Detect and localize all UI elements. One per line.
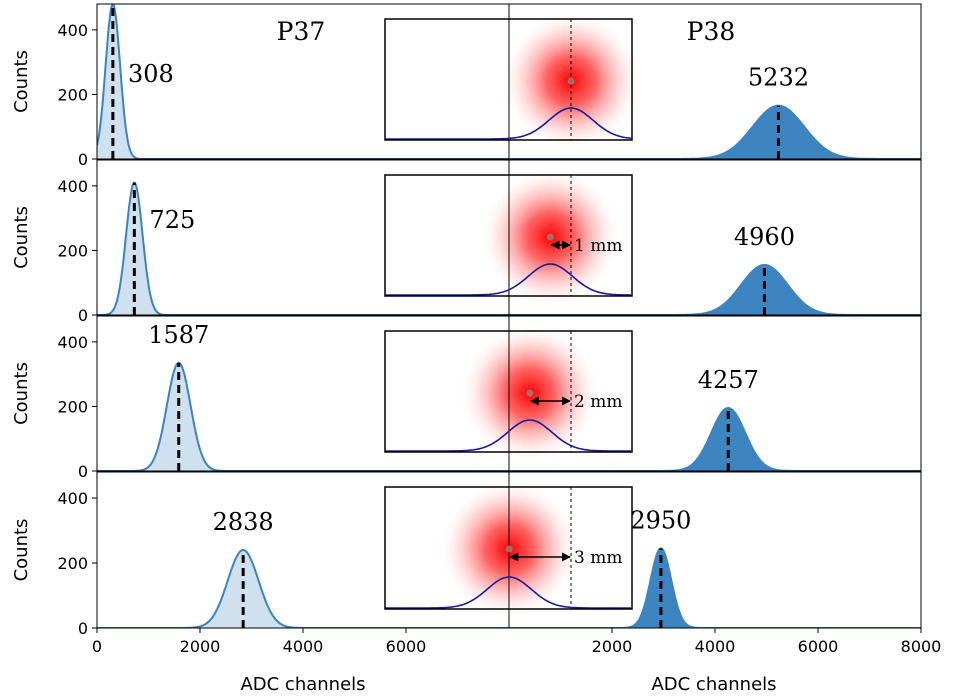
beam-center-dot <box>505 545 513 553</box>
left-peak-value: 308 <box>128 60 174 88</box>
y-tick-label: 0 <box>78 619 88 638</box>
left-histogram <box>97 182 509 315</box>
right-peak-value: 2950 <box>630 506 691 534</box>
right-kde-curve <box>509 104 921 159</box>
offset-label: 1 mm <box>574 236 622 256</box>
y-tick-label: 400 <box>57 177 88 196</box>
left-peak-value: 2838 <box>213 508 274 536</box>
beam-position-inset: 2 mm <box>384 323 633 463</box>
y-axis-label: Counts <box>11 519 32 582</box>
x-tick-label: 6000 <box>798 637 839 656</box>
right-peak-value: 4257 <box>698 366 759 394</box>
beam-position-inset: 3 mm <box>384 479 633 619</box>
y-tick-label: 400 <box>57 21 88 40</box>
row-3: 0 200 400 Counts 1587 4257 2 mm <box>11 315 922 481</box>
x-tick-label: 4000 <box>283 637 324 656</box>
right-histogram <box>509 105 921 159</box>
right-kde-curve <box>509 263 921 315</box>
y-tick-label: 200 <box>57 397 88 416</box>
row-4: 0 200 400 Counts 2838 2950 3 mm <box>11 471 922 638</box>
y-tick-label: 200 <box>57 241 88 260</box>
row-2: 0 200 400 Counts 725 4960 1 mm <box>11 159 922 325</box>
beam-profile-curve <box>385 419 631 452</box>
x-tick-label: 2000 <box>180 637 221 656</box>
y-tick-label: 400 <box>57 333 88 352</box>
y-tick-label: 200 <box>57 85 88 104</box>
x-tick-label: 4000 <box>695 637 736 656</box>
y-axis-label: Counts <box>11 206 32 269</box>
row-1: 0 200 400 Counts 308 5232 P37 P38 <box>11 3 922 169</box>
right-x-axis-label: ADC channels <box>651 674 776 695</box>
left-peak-value: 1587 <box>148 321 209 349</box>
y-tick-label: 0 <box>78 150 88 169</box>
x-tick-label: 6000 <box>386 637 427 656</box>
beam-profile-curve <box>385 107 632 140</box>
right-panel-title: P38 <box>687 17 736 46</box>
right-peak-value: 5232 <box>748 64 809 92</box>
left-kde-curve <box>97 361 509 471</box>
inset-frame <box>384 18 633 141</box>
left-peak-value: 725 <box>149 206 195 234</box>
offset-label: 3 mm <box>574 548 622 568</box>
x-tick-label: 2000 <box>592 637 633 656</box>
right-peak-value: 4960 <box>734 223 795 251</box>
beam-profile-curve <box>385 576 631 609</box>
y-axis-label: Counts <box>11 362 32 425</box>
plot-area <box>97 547 921 628</box>
inset-frame <box>384 486 633 610</box>
beam-position-inset <box>384 11 641 151</box>
x-tick-label: 0 <box>92 637 102 656</box>
y-tick-label: 400 <box>57 489 88 508</box>
left-panel-title: P37 <box>277 17 326 46</box>
y-tick-label: 0 <box>78 306 88 325</box>
plot-area <box>97 4 921 159</box>
beam-center-dot <box>526 389 534 397</box>
left-x-axis-label: ADC channels <box>240 674 365 695</box>
y-tick-label: 0 <box>78 462 88 481</box>
beam-position-inset: 1 mm <box>384 167 633 307</box>
right-kde-curve <box>509 406 921 471</box>
beam-center-dot <box>546 233 554 241</box>
beam-profile-curve <box>385 263 632 296</box>
y-axis-label: Counts <box>11 50 32 113</box>
x-tick-label: 8000 <box>901 637 942 656</box>
y-tick-label: 200 <box>57 554 88 573</box>
beam-center-dot <box>567 77 575 85</box>
offset-label: 2 mm <box>574 392 622 412</box>
right-histogram <box>509 408 921 471</box>
inset-frame <box>384 330 633 453</box>
plot-layer: 0 200 400 Counts 308 5232 P37 P38 0 200 400 Counts 7… <box>11 3 942 695</box>
inset-frame <box>384 174 633 297</box>
plot-area <box>97 361 921 471</box>
